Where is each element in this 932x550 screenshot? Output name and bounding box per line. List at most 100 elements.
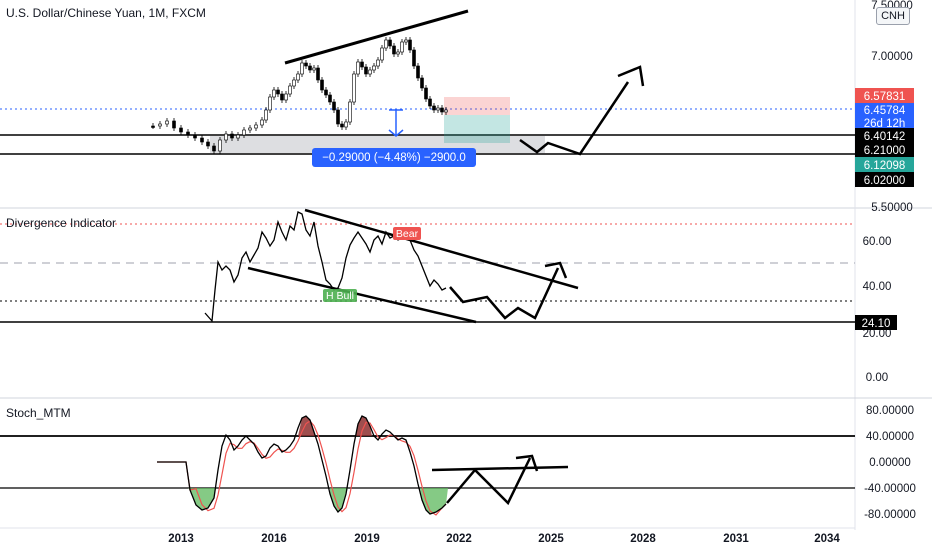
value-badge-text: 24.10 <box>862 318 891 330</box>
candle <box>360 61 364 68</box>
currency-button[interactable]: CNH <box>876 7 910 25</box>
svg-text:26d 12h: 26d 12h <box>864 118 906 130</box>
projection-path[interactable] <box>446 457 532 506</box>
candle <box>312 67 316 71</box>
target-zone[interactable] <box>444 115 510 143</box>
stoch-pane[interactable]: Stoch_MTM 80.00000 40.00000 0.00000 -40.… <box>0 405 916 522</box>
candle <box>264 109 268 121</box>
candle <box>352 73 356 103</box>
stoch-axis-label: 80.00000 <box>866 405 914 417</box>
trendline-upper[interactable] <box>284 9 469 65</box>
candle <box>384 39 388 49</box>
candle <box>444 109 448 113</box>
candle <box>432 105 436 111</box>
main-pane[interactable]: −0.29000 (−4.48%) −2900.0 U.S. Dollar/Ch… <box>0 0 932 530</box>
price-candles <box>151 37 448 154</box>
time-axis-label: 2031 <box>723 533 749 545</box>
time-axis-label: 2025 <box>538 533 564 545</box>
projection-path[interactable] <box>519 81 630 156</box>
candle <box>272 89 276 98</box>
projection-arrow-head <box>617 65 645 87</box>
candle <box>428 98 432 107</box>
projection-path[interactable] <box>449 267 560 320</box>
stoch-axis-label: -40.00000 <box>864 483 916 495</box>
indicator-title: Divergence Indicator <box>6 216 116 230</box>
candle <box>292 79 296 87</box>
measure-label: −0.29000 (−4.48%) −2900.0 <box>322 152 466 164</box>
candle <box>280 93 284 101</box>
osc-axis-label: 0.00 <box>866 372 888 384</box>
price-badge: 6.45784 26d 12h <box>855 103 914 132</box>
projection-line[interactable] <box>431 465 569 472</box>
svg-text:6.12098: 6.12098 <box>864 160 906 172</box>
trendline-upper[interactable] <box>304 208 579 290</box>
candle <box>324 89 328 96</box>
projection-ghost <box>493 505 548 522</box>
osc-axis-label: 40.00 <box>863 281 892 293</box>
candle <box>236 134 240 139</box>
candle <box>408 39 412 51</box>
svg-text:6.57831: 6.57831 <box>864 91 906 103</box>
projection-arrow-head <box>515 454 539 472</box>
projection-arrow-head <box>544 261 568 279</box>
measure-label-box[interactable] <box>312 148 476 167</box>
trendline-lower[interactable] <box>247 266 477 324</box>
svg-text:6.45784: 6.45784 <box>864 105 906 117</box>
candle <box>193 134 197 139</box>
time-axis[interactable]: 2013 2016 2019 2022 2025 2028 2031 2034 <box>0 527 855 545</box>
candle <box>254 124 258 129</box>
candle <box>158 123 162 127</box>
candle <box>364 66 368 75</box>
candle <box>424 87 428 100</box>
candle <box>356 61 360 75</box>
osc-axis-label: 60.00 <box>863 236 892 248</box>
divergence-pane[interactable]: Bear H Bull Divergence Indicator 60.00 4… <box>0 208 932 399</box>
candle <box>320 79 324 91</box>
candle <box>392 45 396 55</box>
candle <box>300 62 304 75</box>
svg-text:6.21000: 6.21000 <box>864 145 906 157</box>
osc-axis-label: 20.00 <box>863 328 892 340</box>
candle <box>288 85 292 95</box>
time-axis-label: 2034 <box>814 533 840 545</box>
price-badge: 6.40142 <box>855 128 914 143</box>
oversold-fill <box>188 488 448 514</box>
price-axis-label: 5.50000 <box>871 202 913 214</box>
price-badge: 6.21000 <box>855 142 914 157</box>
price-badge: 6.02000 <box>855 172 914 187</box>
candle <box>296 73 300 81</box>
time-axis-label: 2022 <box>446 533 472 545</box>
candle <box>304 62 308 67</box>
time-axis-label: 2013 <box>168 533 194 545</box>
candle <box>416 65 420 79</box>
candle <box>340 123 344 128</box>
stoch-axis-label: 0.00000 <box>869 457 911 469</box>
candle <box>316 67 320 81</box>
bull-badge <box>323 289 357 302</box>
indicator-title: Stoch_MTM <box>6 406 71 420</box>
value-badge <box>855 315 897 330</box>
candle <box>206 141 210 147</box>
candle <box>230 133 234 139</box>
candle <box>436 107 440 111</box>
candle <box>284 93 288 101</box>
candle <box>212 145 216 152</box>
stoch-line <box>157 415 447 515</box>
candle <box>186 131 190 136</box>
candle <box>165 120 169 125</box>
bear-badge <box>393 227 421 240</box>
candle <box>328 94 332 103</box>
candle <box>412 49 416 67</box>
candle <box>332 101 336 111</box>
candle <box>376 59 380 67</box>
candle <box>242 129 246 136</box>
candle <box>172 120 176 129</box>
candle <box>396 51 400 55</box>
stop-zone[interactable] <box>444 97 510 115</box>
price-axis-label: 7.00000 <box>871 51 913 63</box>
time-axis-label: 2028 <box>630 533 656 545</box>
candle <box>388 39 392 47</box>
price-badge: 6.57831 <box>855 88 914 103</box>
candle <box>218 139 222 152</box>
